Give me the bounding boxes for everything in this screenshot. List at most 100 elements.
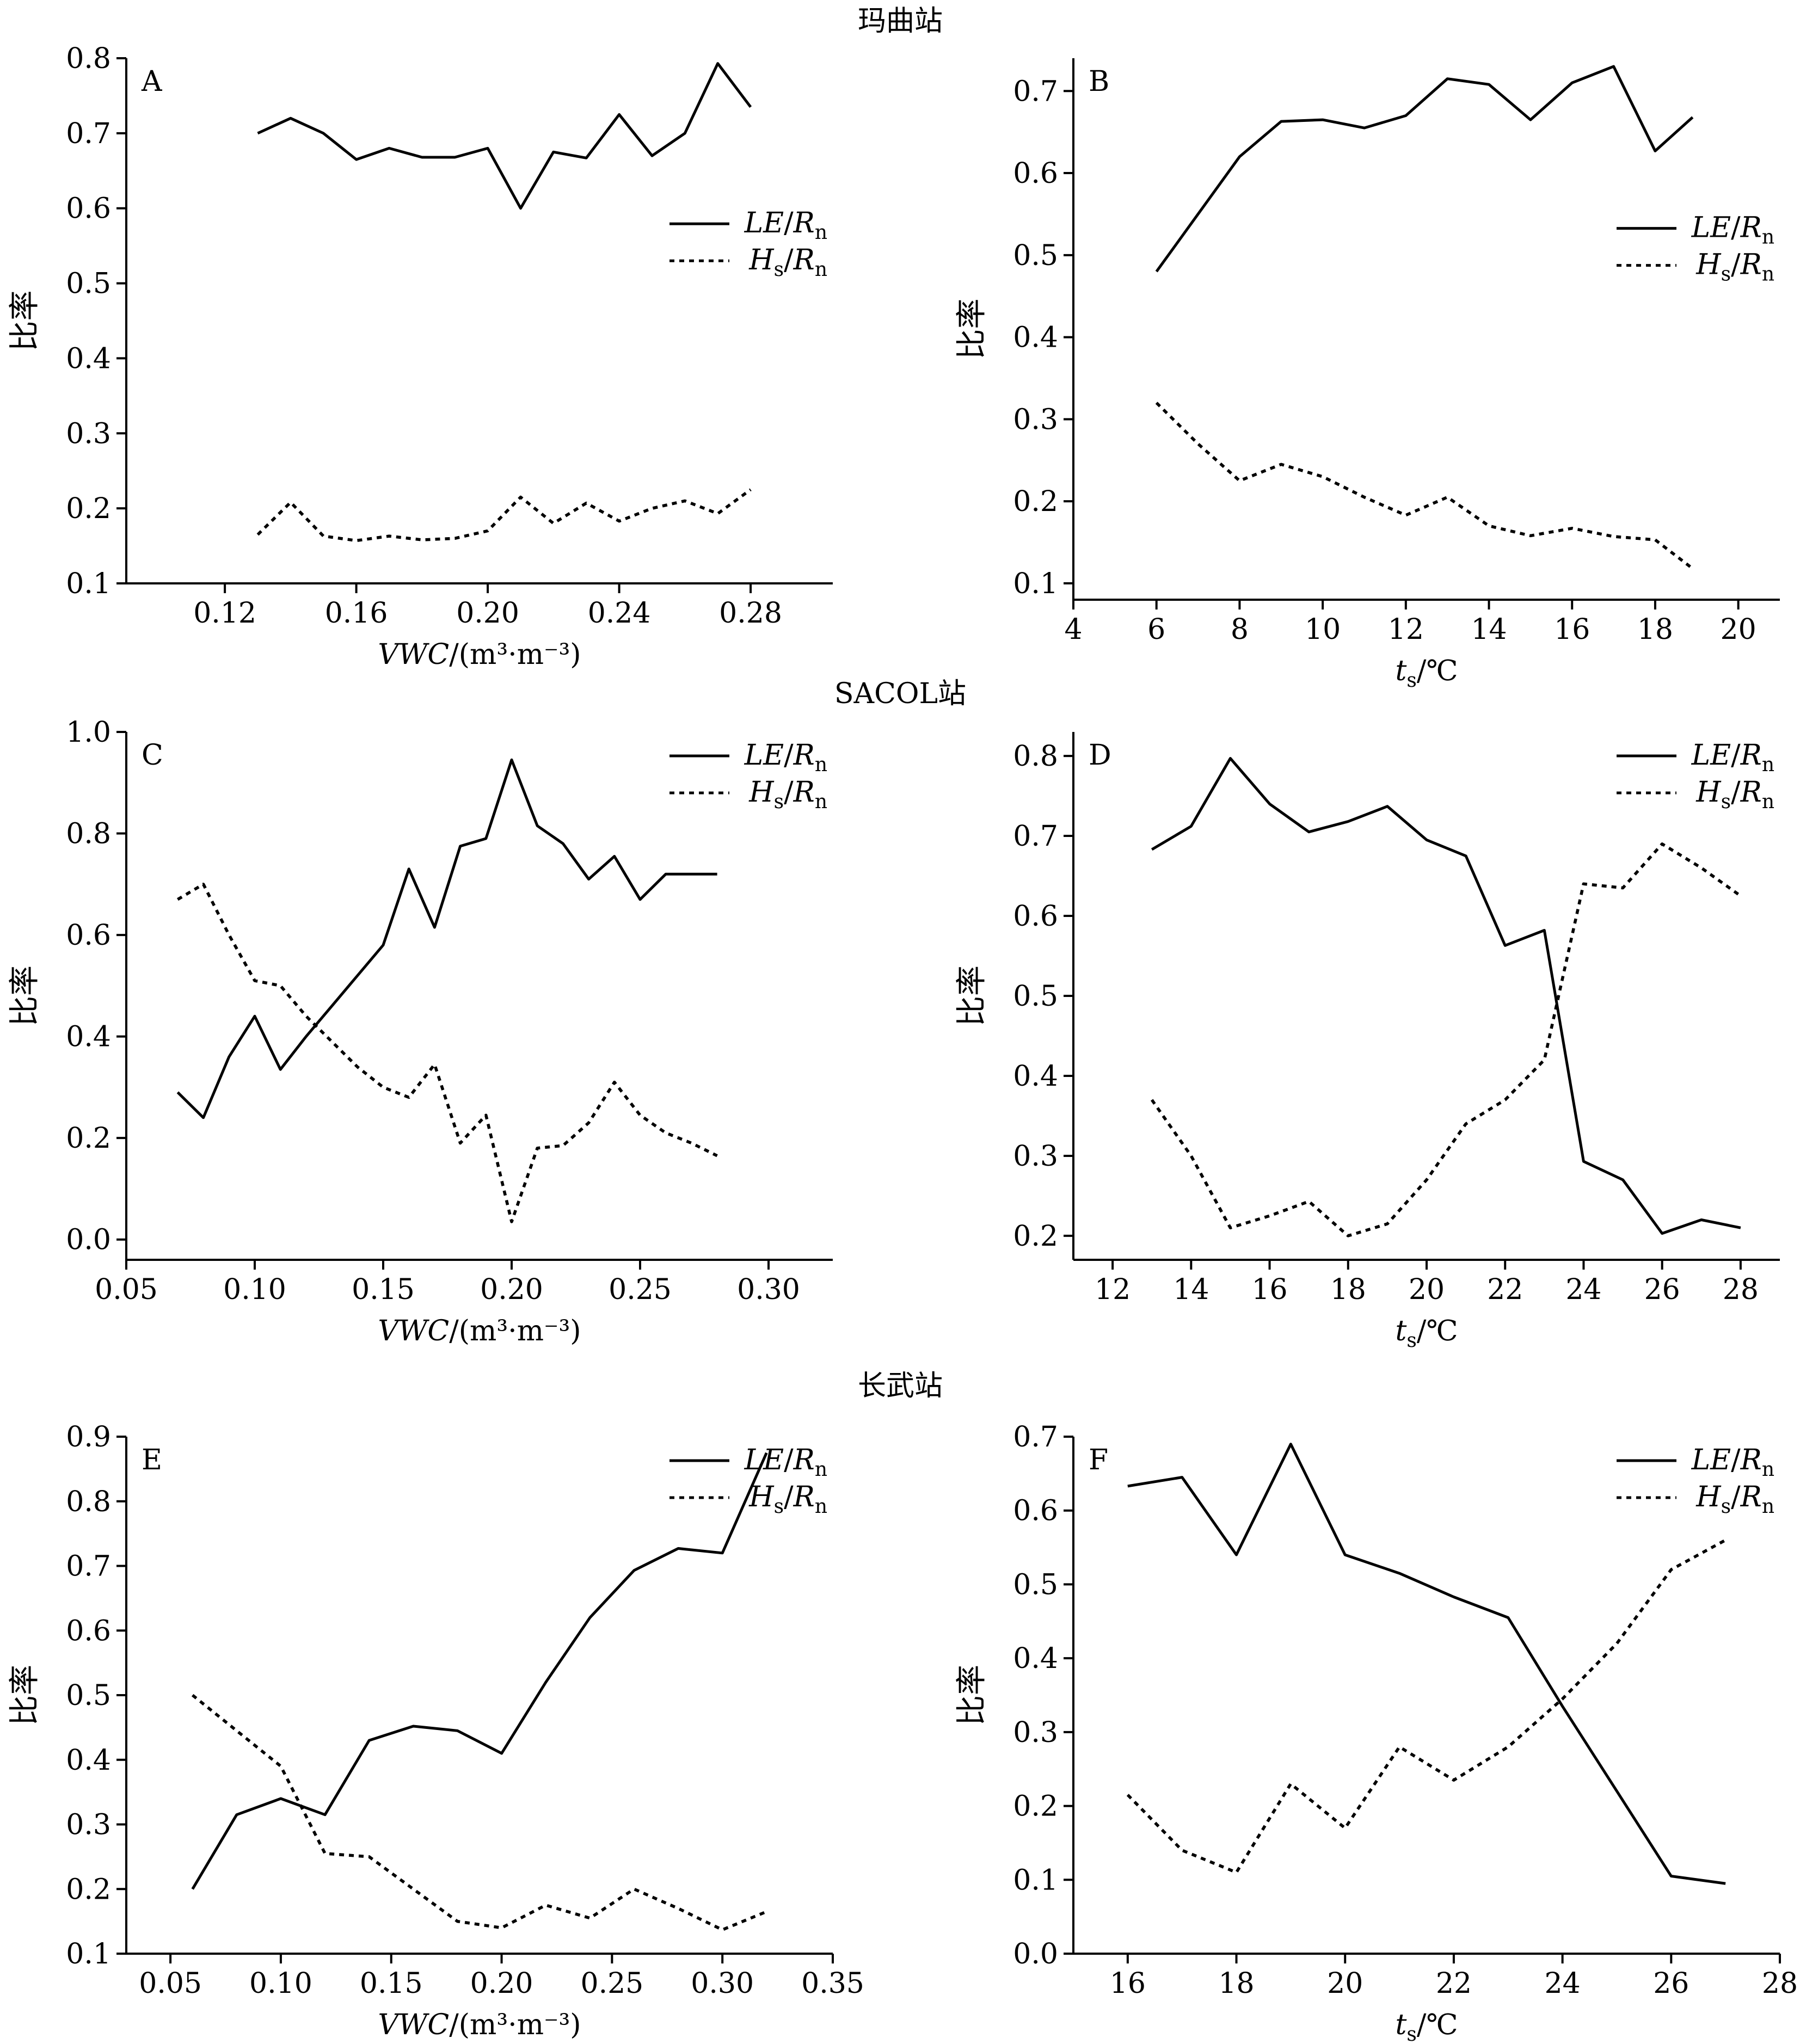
panel-b-x-tick-label: 12	[1388, 613, 1424, 646]
panel-c-y-label: 比率	[7, 965, 42, 1026]
panel-a-letter: A	[141, 65, 163, 98]
panel-d-x-tick-label: 12	[1095, 1273, 1131, 1306]
panel-a-legend-le-rn-label: LE/Rn	[744, 207, 827, 244]
panel-e-y-tick-label: 0.1	[66, 1938, 111, 1971]
panel-d-y-tick-label: 0.2	[1013, 1220, 1058, 1253]
panel-b-x-tick-label: 10	[1305, 613, 1341, 646]
station-title-changwu: 长武站	[858, 1370, 943, 1402]
panel-b-y-tick-label: 0.4	[1013, 322, 1058, 354]
panel-d-x-tick-label: 22	[1487, 1273, 1523, 1306]
panel-e-x-tick-label: 0.10	[249, 1967, 312, 2000]
panel-d-x-tick-label: 16	[1251, 1273, 1287, 1306]
panel-f-y-tick-label: 0.7	[1013, 1421, 1058, 1454]
panel-a-legend-hs-rn-label: Hs/Rn	[748, 244, 827, 281]
panel-e-y-tick-label: 0.3	[66, 1809, 111, 1842]
panel-b-y-tick-label: 0.6	[1013, 157, 1058, 190]
panel-c-x-tick-label: 0.20	[480, 1273, 543, 1306]
panel-e-y-tick-label: 0.9	[66, 1421, 111, 1454]
panel-e-chart: 0.05 0.10 0.15 0.20 0.25 0.30 0.35 0.1 0.2 0.3 0.4…	[7, 1421, 864, 2041]
panel-e-y-tick-label: 0.2	[66, 1873, 111, 1906]
panel-a-series-le-rn-line	[257, 62, 752, 210]
panel-f-x-tick-label: 22	[1436, 1967, 1472, 2000]
panel-f-series-le-rn-line	[1127, 1443, 1726, 1885]
panel-d-x-tick-label: 20	[1409, 1273, 1445, 1306]
panel-b-x-tick-label: 20	[1721, 613, 1756, 646]
panel-f-x-tick-label: 18	[1218, 1967, 1254, 2000]
panel-b-y-tick-label: 0.1	[1013, 568, 1058, 600]
panel-e-y-tick-label: 0.4	[66, 1744, 111, 1777]
panel-c-series-hs-rn-line	[176, 883, 718, 1223]
panel-d-y-tick-label: 0.7	[1013, 820, 1058, 853]
panel-f-x-tick-label: 24	[1545, 1967, 1581, 2000]
panel-a-y-tick-label: 0.4	[66, 342, 111, 375]
panel-a-x-tick-label: 0.24	[588, 597, 651, 630]
panel-b-legend-hs-rn-label: Hs/Rn	[1695, 249, 1774, 286]
panel-e-series-le-rn-line	[191, 1452, 768, 1890]
panel-a-y-tick-label: 0.6	[66, 193, 111, 225]
panel-d-legend-le-rn-label: LE/Rn	[1691, 739, 1774, 776]
panel-a-x-tick-label: 0.16	[325, 597, 388, 630]
station-title-maqu: 玛曲站	[858, 5, 943, 38]
panel-a-y-tick-label: 0.7	[66, 118, 111, 150]
panel-c-x-tick-label: 0.25	[609, 1273, 672, 1306]
panel-e-legend-le-rn-label: LE/Rn	[744, 1444, 827, 1481]
panel-e-x-tick-label: 0.25	[580, 1967, 643, 2000]
panel-f-x-tick-label: 26	[1653, 1967, 1689, 2000]
panel-f-letter: F	[1089, 1444, 1108, 1476]
panel-b-x-tick-label: 4	[1064, 613, 1082, 646]
panel-d-letter: D	[1089, 739, 1111, 772]
panel-d-y-tick-label: 0.8	[1013, 740, 1058, 773]
panel-c-x-tick-label: 0.05	[95, 1273, 158, 1306]
panel-c-y-tick-label: 0.4	[66, 1021, 111, 1054]
panel-a-y-tick-label: 0.8	[66, 42, 111, 75]
panel-d-y-label: 比率	[954, 965, 990, 1026]
panel-f-y-tick-label: 0.2	[1013, 1790, 1058, 1823]
panel-a-y-tick-label: 0.1	[66, 568, 111, 600]
panel-a-y-label: 比率	[7, 291, 42, 352]
panel-c-x-label: VWC/(m³·m⁻³)	[378, 1315, 581, 1347]
panel-b-series-le-rn-line	[1155, 65, 1694, 273]
panel-f-legend-hs-rn-label: Hs/Rn	[1695, 1481, 1774, 1518]
panel-a-y-tick-label: 0.2	[66, 492, 111, 525]
panel-b-series-hs-rn-line	[1155, 402, 1694, 570]
panel-d-chart: 12 14 16 18 20 22 24 26 28 0.2 0.3 0.4 0.5 0.6 0.7 0.8 D…	[954, 732, 1780, 1352]
panel-a-y-tick-label: 0.3	[66, 417, 111, 450]
panel-b-x-label: ts/℃	[1395, 655, 1458, 692]
panel-f-y-tick-label: 0.0	[1013, 1938, 1058, 1971]
panel-b-y-label: 比率	[954, 299, 990, 360]
panel-b-x-tick-label: 16	[1554, 613, 1590, 646]
panel-d-series-hs-rn-line	[1150, 842, 1742, 1238]
panel-a-x-tick-label: 0.20	[456, 597, 519, 630]
panel-f-y-tick-label: 0.3	[1013, 1716, 1058, 1749]
panel-c-letter: C	[142, 739, 163, 772]
panel-f-chart: 16 18 20 22 24 26 28 0.0 0.1 0.2 0.3 0.4 0.5 0.6 0.7 F 比…	[954, 1421, 1798, 2044]
panel-b-x-tick-label: 6	[1147, 613, 1165, 646]
panel-c-y-tick-label: 0.2	[66, 1122, 111, 1155]
panel-b-chart: 4 6 8 10 12 14 16 18 20 0.1 0.2 0.3 0.4 0.5 0.6 0.7 B 比率 t…	[954, 58, 1780, 692]
panel-a-y-tick-label: 0.5	[66, 268, 111, 300]
panel-e-x-tick-label: 0.35	[801, 1967, 864, 2000]
panel-e-legend-hs-rn-label: Hs/Rn	[748, 1481, 827, 1518]
panel-a-x-tick-label: 0.28	[719, 597, 782, 630]
panel-f-y-tick-label: 0.4	[1013, 1642, 1058, 1675]
panel-e-y-tick-label: 0.8	[66, 1486, 111, 1518]
panel-a-chart: 0.12 0.16 0.20 0.24 0.28 0.1 0.2 0.3 0.4 0.5 0.6 0.…	[7, 42, 833, 671]
panel-b-y-tick-label: 0.3	[1013, 403, 1058, 436]
panel-d-y-tick-label: 0.6	[1013, 900, 1058, 933]
panel-f-x-tick-label: 16	[1110, 1967, 1146, 2000]
panel-b-legend-le-rn-label: LE/Rn	[1691, 212, 1774, 249]
panel-e-y-tick-label: 0.5	[66, 1679, 111, 1712]
panel-e-y-label: 比率	[7, 1665, 42, 1726]
panel-c-x-tick-label: 0.15	[352, 1273, 415, 1306]
panel-e-series-hs-rn-line	[191, 1694, 767, 1931]
panel-c-x-tick-label: 0.10	[223, 1273, 286, 1306]
panel-e-y-tick-label: 0.6	[66, 1615, 111, 1647]
panel-d-x-label: ts/℃	[1395, 1315, 1458, 1352]
panel-f-y-tick-label: 0.5	[1013, 1568, 1058, 1601]
panel-c-legend-hs-rn-label: Hs/Rn	[748, 776, 827, 813]
panel-b-y-tick-label: 0.2	[1013, 485, 1058, 518]
panel-b-y-tick-label: 0.7	[1013, 75, 1058, 108]
panel-f-y-label: 比率	[954, 1665, 990, 1726]
